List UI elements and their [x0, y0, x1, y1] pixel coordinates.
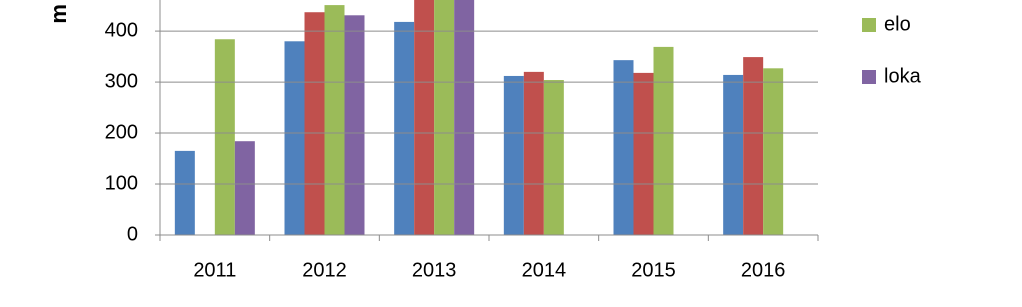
legend-swatch	[862, 70, 876, 84]
x-tick-label: 2015	[631, 259, 676, 281]
x-tick-label: 2011	[193, 259, 236, 281]
bar	[633, 72, 654, 236]
legend-label: loka	[884, 65, 922, 87]
y-tick-label: 100	[105, 172, 138, 194]
bar	[344, 15, 365, 235]
bar	[763, 68, 784, 235]
bar	[284, 41, 305, 235]
bar	[743, 57, 764, 235]
bar	[503, 75, 524, 236]
bar	[723, 74, 744, 235]
bar	[414, 0, 435, 235]
bar	[613, 60, 634, 236]
y-tick-label: 0	[127, 223, 138, 245]
bar	[234, 141, 255, 235]
bar	[434, 0, 455, 235]
bar	[454, 0, 475, 235]
bar	[214, 39, 235, 236]
y-axis-label: m	[46, 4, 71, 24]
bar	[653, 46, 674, 236]
bar	[174, 150, 195, 235]
bar	[324, 5, 345, 236]
x-tick-label: 2012	[302, 259, 347, 281]
y-tick-label: 400	[105, 19, 138, 41]
x-tick-label: 2016	[741, 259, 786, 281]
x-tick-label: 2014	[522, 259, 567, 281]
legend-label: elo	[884, 13, 911, 35]
legend-swatch	[862, 18, 876, 32]
y-tick-label: 200	[105, 121, 138, 143]
bar	[394, 21, 415, 235]
y-tick-label: 300	[105, 70, 138, 92]
plot-area	[174, 0, 784, 236]
bar	[304, 12, 325, 236]
bar	[543, 80, 564, 236]
bar	[523, 71, 544, 235]
x-tick-label: 2013	[412, 259, 457, 281]
